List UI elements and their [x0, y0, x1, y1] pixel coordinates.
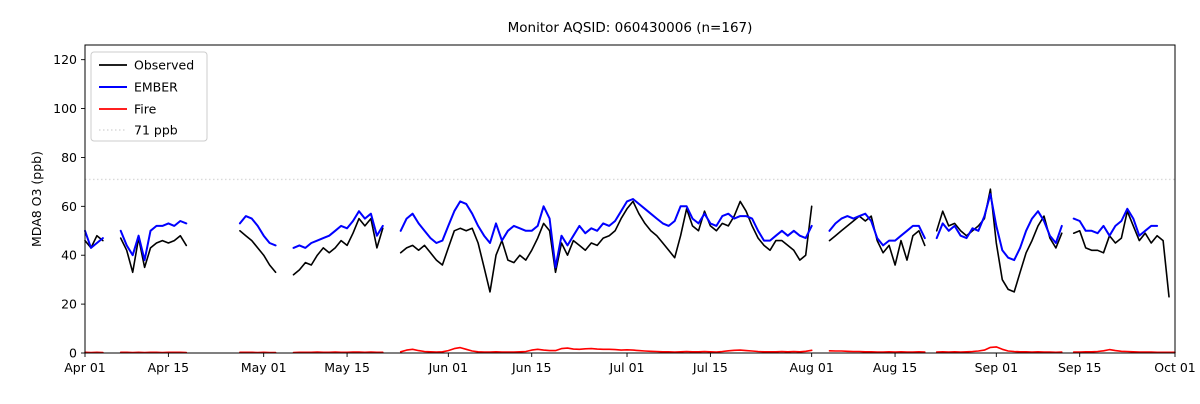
x-tick-label: Sep 15 — [1058, 360, 1101, 375]
ember-line-segment — [121, 221, 187, 260]
series-fire — [85, 347, 1175, 353]
y-tick-label: 40 — [61, 248, 77, 263]
y-tick-label: 120 — [53, 52, 77, 67]
series-observed — [85, 189, 1169, 297]
fire-line-segment — [401, 348, 812, 352]
x-axis-ticks: Apr 01 Apr 15 May 01 May 15 Jun 01 Jun 15 Jul … — [64, 353, 1196, 375]
x-tick-label: Sep 01 — [975, 360, 1018, 375]
y-tick-label: 80 — [61, 150, 77, 165]
legend-label-ember: EMBER — [134, 80, 178, 95]
observed-line-segment — [830, 216, 925, 265]
x-tick-label: Jun 01 — [428, 360, 468, 375]
fire-line-segment — [1074, 350, 1175, 353]
x-tick-label: Jul 15 — [692, 360, 728, 375]
ember-line-segment — [1074, 209, 1157, 236]
fire-line-segment — [937, 347, 1062, 352]
x-tick-label: Aug 01 — [790, 360, 834, 375]
plot-border — [85, 45, 1175, 353]
y-tick-label: 20 — [61, 297, 77, 312]
ember-line-segment — [401, 199, 812, 267]
observed-line-segment — [1074, 211, 1169, 297]
y-tick-label: 0 — [69, 346, 77, 361]
y-axis-label: MDA8 O3 (ppb) — [29, 151, 44, 247]
y-axis-ticks: 0 20 40 60 80 100 120 — [53, 52, 85, 360]
x-tick-label: Oct 01 — [1154, 360, 1196, 375]
legend-label-threshold: 71 ppb — [134, 123, 178, 138]
x-tick-label: Apr 15 — [148, 360, 190, 375]
fire-line-segment — [294, 352, 383, 353]
legend-label-observed: Observed — [134, 58, 194, 73]
y-tick-label: 100 — [53, 101, 77, 116]
ember-line-segment — [937, 194, 1062, 260]
x-tick-label: Jul 01 — [609, 360, 645, 375]
observed-line-segment — [240, 231, 276, 272]
x-tick-label: May 01 — [241, 360, 287, 375]
legend: Observed EMBER Fire 71 ppb — [91, 52, 207, 141]
x-tick-label: Apr 01 — [64, 360, 106, 375]
observed-line-segment — [401, 201, 812, 292]
chart-title: Monitor AQSID: 060430006 (n=167) — [508, 20, 753, 36]
observed-line-segment — [121, 236, 187, 273]
y-tick-label: 60 — [61, 199, 77, 214]
plot-area: Apr 01 Apr 15 May 01 May 15 Jun 01 Jun 15 Jul … — [53, 52, 1196, 375]
ember-line-segment — [240, 216, 276, 245]
fire-line-segment — [830, 351, 925, 352]
ember-line-segment — [294, 211, 383, 248]
series-ember — [85, 194, 1157, 267]
ember-line-segment — [85, 231, 103, 248]
x-tick-label: May 15 — [324, 360, 370, 375]
x-tick-label: Jun 15 — [511, 360, 551, 375]
legend-label-fire: Fire — [134, 102, 157, 117]
x-tick-label: Aug 15 — [873, 360, 917, 375]
